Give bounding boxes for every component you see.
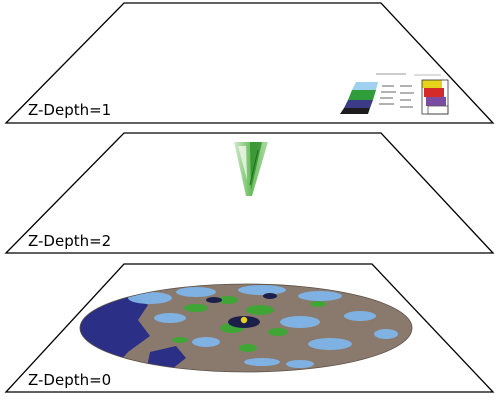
plane-top: Z-Depth=1	[4, 2, 495, 124]
legend-swatch-white	[427, 105, 449, 115]
legend-swatch-red	[424, 88, 444, 97]
plane-top-label: Z-Depth=1	[28, 101, 111, 119]
plane-bottom-label: Z-Depth=0	[28, 371, 111, 389]
plane-middle: Z-Depth=2	[4, 132, 495, 254]
legend-frame	[421, 79, 449, 115]
legend-panel	[340, 73, 449, 115]
green-cone-object	[234, 142, 268, 196]
legend-swatch-purple	[426, 97, 446, 106]
legend-left-swatch-base	[340, 108, 370, 114]
legend-value-marks	[379, 85, 414, 108]
radar-map-disk	[79, 283, 413, 373]
plane-bottom: Z-Depth=0	[4, 263, 495, 393]
legend-left-swatch-low	[344, 100, 373, 108]
legend-swatch-yellow	[422, 80, 442, 88]
legend-left-swatch-mid	[348, 90, 376, 100]
legend-left-swatch-top	[352, 82, 378, 90]
radar-center-marker	[240, 316, 248, 324]
plane-middle-label: Z-Depth=2	[28, 232, 111, 250]
